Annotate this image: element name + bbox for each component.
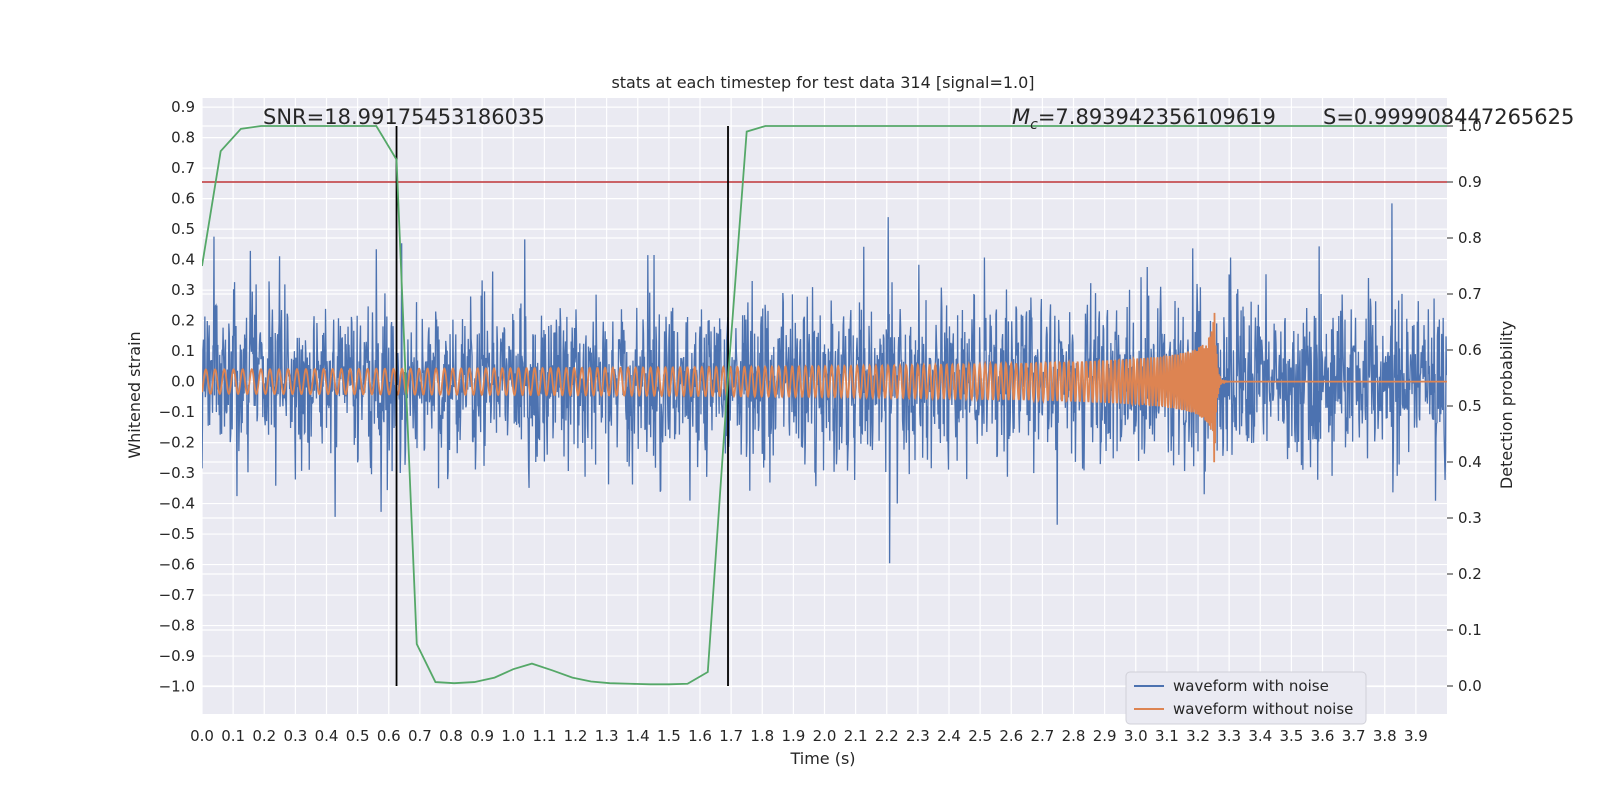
x-tick-label: 1.8 xyxy=(750,727,774,745)
y2-tick-label: 0.8 xyxy=(1458,229,1482,247)
y-tick-label: −0.3 xyxy=(159,464,195,482)
y-tick-label: −0.4 xyxy=(159,495,195,513)
y-tick-label: 0.4 xyxy=(171,251,195,269)
chart-title: stats at each timestep for test data 314… xyxy=(611,73,1034,92)
x-tick-label: 1.0 xyxy=(501,727,525,745)
x-tick-label: 1.4 xyxy=(626,727,650,745)
x-axis-label: Time (s) xyxy=(789,749,855,768)
y2-tick-label: 0.5 xyxy=(1458,397,1482,415)
x-tick-label: 3.1 xyxy=(1155,727,1179,745)
x-tick-label: 1.3 xyxy=(595,727,619,745)
y-tick-label: −0.2 xyxy=(159,434,195,452)
legend-label-clean: waveform without noise xyxy=(1173,700,1353,718)
x-tick-label: 1.2 xyxy=(564,727,588,745)
x-tick-label: 1.1 xyxy=(532,727,556,745)
y2-tick-label: 0.3 xyxy=(1458,509,1482,527)
x-tick-label: 2.8 xyxy=(1062,727,1086,745)
grid xyxy=(201,98,1447,714)
y2-tick-label: 0.0 xyxy=(1458,677,1482,695)
x-tick-label: 2.9 xyxy=(1093,727,1117,745)
x-tick-label: 1.6 xyxy=(688,727,712,745)
mc-symbol: M xyxy=(1012,105,1030,129)
y-tick-label: −0.1 xyxy=(159,403,195,421)
x-tick-label: 0.1 xyxy=(221,727,245,745)
x-tick-label: 2.6 xyxy=(999,727,1023,745)
y2-tick-label: 0.2 xyxy=(1458,565,1482,583)
series-detection-probability xyxy=(202,125,1447,686)
y2-tick-label: 0.6 xyxy=(1458,341,1482,359)
y-tick-label: 0.9 xyxy=(171,98,195,116)
x-tick-label: 2.3 xyxy=(906,727,930,745)
mc-value: =7.893942356109619 xyxy=(1038,105,1276,129)
x-tick-label: 0.2 xyxy=(252,727,276,745)
x-tick-label: 0.5 xyxy=(346,727,370,745)
legend-box xyxy=(1125,671,1367,725)
y-tick-label: −0.8 xyxy=(159,617,195,635)
y-tick-label: 0.8 xyxy=(171,129,195,147)
x-tick-label: 3.5 xyxy=(1279,727,1303,745)
plot-data xyxy=(202,125,1447,686)
x-axis-ticks: 0.0 0.1 0.2 0.3 0.4 0.5 0.6 0.7 0.8 0.9 1.0 1.1 1.2 1… xyxy=(190,727,1428,745)
y-tick-label: 0.7 xyxy=(171,159,195,177)
y-axis-label: Whitened strain xyxy=(125,331,144,458)
y-tick-label: −0.9 xyxy=(159,647,195,665)
y2-tick-label: 0.7 xyxy=(1458,285,1482,303)
y2-tick-label: 0.1 xyxy=(1458,621,1482,639)
legend-label-noise: waveform with noise xyxy=(1173,677,1329,695)
legend: waveform with noise waveform without noi… xyxy=(1125,671,1367,725)
x-tick-label: 2.5 xyxy=(968,727,992,745)
x-tick-label: 0.6 xyxy=(377,727,401,745)
y-tick-label: 0.0 xyxy=(171,373,195,391)
x-tick-label: 2.2 xyxy=(875,727,899,745)
x-tick-label: 3.9 xyxy=(1404,727,1428,745)
x-tick-label: 2.7 xyxy=(1030,727,1054,745)
x-tick-label: 3.8 xyxy=(1373,727,1397,745)
x-tick-label: 0.7 xyxy=(408,727,432,745)
x-tick-label: 0.4 xyxy=(315,727,339,745)
y-tick-label: 0.5 xyxy=(171,220,195,238)
y-axis-ticks: 0.9 0.8 0.7 0.6 0.5 0.4 0.3 0.2 0.1 0.0 −0.1 −0.2 −0… xyxy=(159,98,195,695)
y-tick-label: 0.3 xyxy=(171,281,195,299)
y2-axis-ticks: 1.0 0.9 0.8 0.7 0.6 0.5 0.4 0.3 0.2 0.1 0.0 xyxy=(1447,117,1482,695)
x-tick-label: 2.0 xyxy=(813,727,837,745)
x-tick-label: 1.5 xyxy=(657,727,681,745)
series-waveform-without-noise xyxy=(202,312,1447,463)
y-tick-label: 0.2 xyxy=(171,312,195,330)
y2-tick-label: 1.0 xyxy=(1458,117,1482,135)
x-tick-label: 3.3 xyxy=(1217,727,1241,745)
x-tick-label: 2.1 xyxy=(844,727,868,745)
y-tick-label: −0.5 xyxy=(159,525,195,543)
y-tick-label: 0.6 xyxy=(171,190,195,208)
x-tick-label: 3.6 xyxy=(1311,727,1335,745)
x-tick-label: 3.0 xyxy=(1124,727,1148,745)
y2-tick-label: 0.4 xyxy=(1458,453,1482,471)
s-annotation: S=0.999908447265625 xyxy=(1323,105,1574,129)
x-tick-label: 0.0 xyxy=(190,727,214,745)
x-tick-label: 0.3 xyxy=(283,727,307,745)
x-tick-label: 3.7 xyxy=(1342,727,1366,745)
y2-tick-label: 0.9 xyxy=(1458,173,1482,191)
y2-axis-label: Detection probability xyxy=(1497,321,1516,489)
y-tick-label: −0.6 xyxy=(159,556,195,574)
x-tick-label: 0.9 xyxy=(470,727,494,745)
x-tick-label: 3.4 xyxy=(1248,727,1272,745)
x-tick-label: 1.7 xyxy=(719,727,743,745)
x-tick-label: 1.9 xyxy=(781,727,805,745)
y-tick-label: 0.1 xyxy=(171,342,195,360)
x-tick-label: 3.2 xyxy=(1186,727,1210,745)
snr-annotation: SNR=18.99175453186035 xyxy=(263,105,545,129)
x-tick-label: 0.8 xyxy=(439,727,463,745)
mc-annotation: Mc=7.893942356109619 xyxy=(1012,105,1276,133)
mc-subscript: c xyxy=(1030,117,1038,133)
y-tick-label: −1.0 xyxy=(159,678,195,696)
x-tick-label: 2.4 xyxy=(937,727,961,745)
y-tick-label: −0.7 xyxy=(159,586,195,604)
